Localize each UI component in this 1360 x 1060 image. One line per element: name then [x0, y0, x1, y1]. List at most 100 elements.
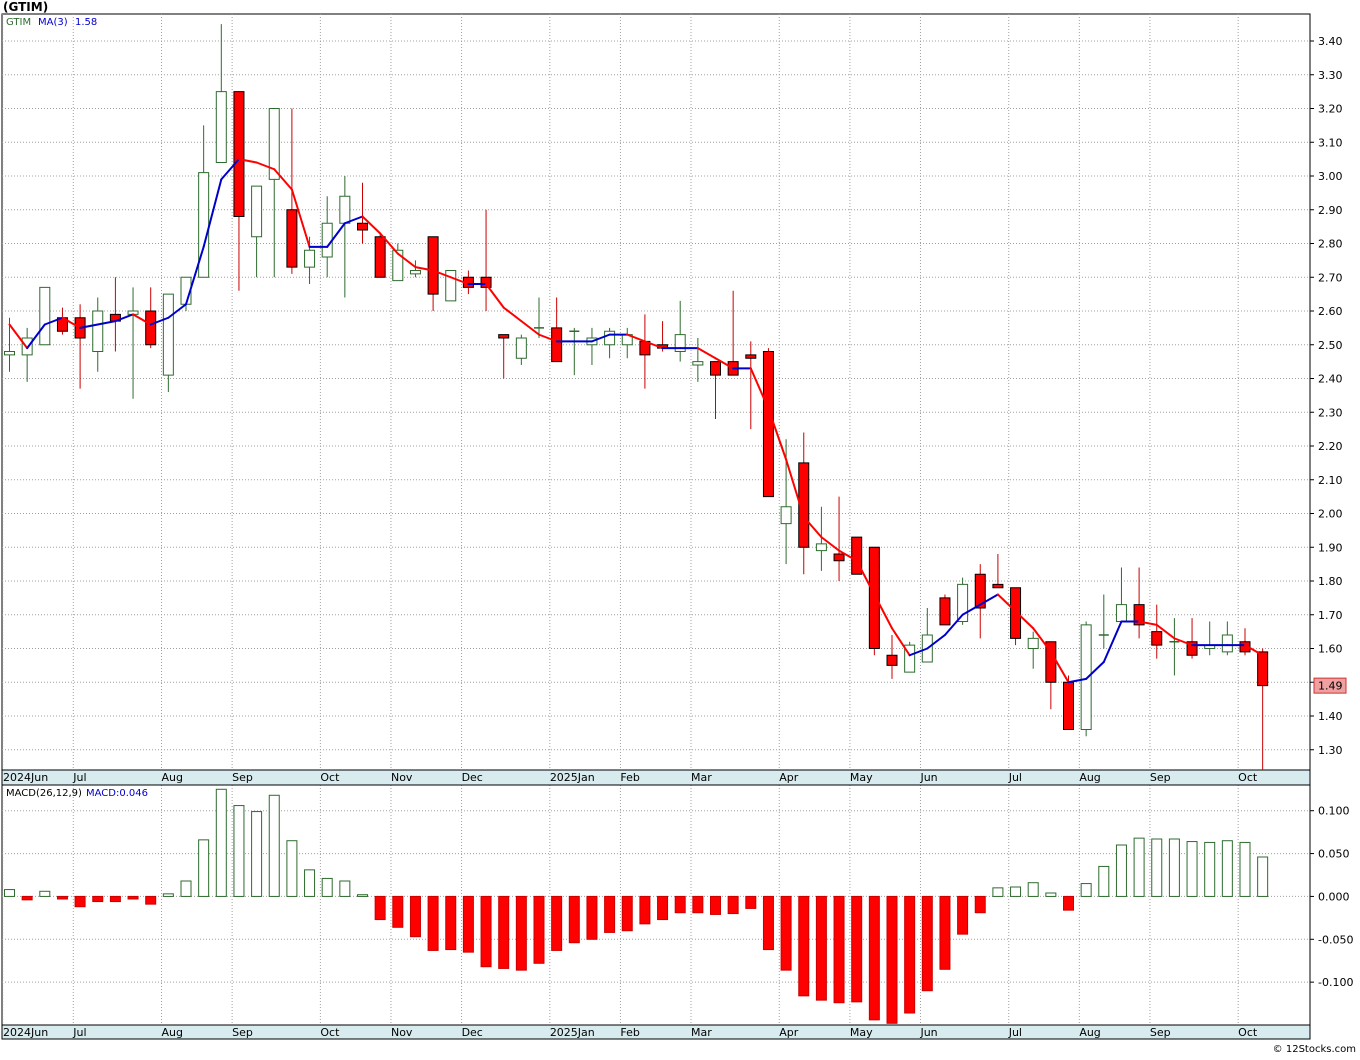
candle: [1133, 567, 1145, 639]
price-tick-label: 1.30: [1318, 744, 1343, 757]
candle-body: [604, 330, 616, 346]
month-label: Jun: [919, 771, 937, 784]
macd-bar: [374, 895, 386, 921]
ma-segment: [520, 320, 540, 336]
ma-segment: [185, 245, 205, 306]
price-tick-label: 2.60: [1318, 305, 1343, 318]
candle: [215, 24, 227, 163]
ma-segment: [1067, 677, 1088, 684]
candle: [957, 577, 969, 625]
candle-body: [4, 351, 15, 356]
candle-body: [251, 185, 263, 238]
price-tick-label: 1.80: [1318, 575, 1343, 588]
macd-bar: [92, 895, 104, 903]
macd-bar: [886, 895, 898, 1024]
macd-bars: [4, 788, 1269, 1024]
price-tick-label: 3.20: [1318, 103, 1343, 116]
ma-segment: [1102, 620, 1123, 663]
candle: [851, 536, 863, 575]
date-axis-band-top: [1, 769, 1311, 786]
candle: [710, 361, 721, 419]
candle-body: [745, 354, 757, 359]
candle-body: [145, 310, 157, 346]
macd-bar: [1010, 886, 1022, 897]
macd-bar: [604, 895, 616, 933]
month-label: 2024Jun: [3, 1026, 48, 1039]
macd-bar: [974, 895, 986, 914]
macd-bar: [409, 895, 421, 938]
month-label: Jul: [72, 771, 86, 784]
macd-bar: [568, 895, 580, 944]
candle: [1151, 604, 1163, 659]
candle-body: [445, 270, 457, 302]
candle-body: [692, 361, 704, 366]
ma-segment: [79, 323, 99, 329]
last-price-tag: 1.49: [1313, 677, 1347, 694]
legend-ma-value: 1.58: [75, 17, 97, 28]
macd-bar: [851, 895, 863, 1003]
candle: [409, 260, 421, 278]
macd-bar: [304, 869, 316, 897]
candle: [904, 641, 916, 673]
month-label: 2025Jan: [550, 771, 595, 784]
ma-segment: [220, 158, 240, 181]
candle: [604, 327, 616, 359]
candle: [868, 546, 880, 656]
ma-segment: [485, 283, 505, 309]
macd-bar: [533, 895, 545, 964]
macd-bar: [1098, 865, 1110, 897]
candle-body: [1151, 631, 1163, 646]
macd-value: MACD:0.046: [86, 788, 148, 799]
candle: [268, 108, 280, 278]
month-label: Nov: [391, 771, 413, 784]
candle: [4, 317, 15, 372]
candle-body: [957, 583, 969, 622]
candle: [1027, 631, 1039, 669]
ma-segment: [96, 320, 117, 326]
candle-body: [480, 276, 492, 288]
macd-bar: [1204, 841, 1216, 897]
ma-segment: [696, 347, 717, 360]
candle-body: [886, 654, 898, 666]
macd-bar: [957, 895, 969, 935]
candle: [498, 334, 510, 379]
macd-tick-label: 0.000: [1318, 890, 1350, 903]
price-tick-label: 2.90: [1318, 204, 1343, 217]
macd-bar: [868, 895, 880, 1021]
price-tick-label: 3.30: [1318, 69, 1343, 82]
candle: [745, 341, 757, 430]
macd-bar: [515, 895, 527, 971]
ma-segment: [1032, 627, 1052, 653]
month-label: Nov: [391, 1026, 413, 1039]
price-tick-label: 1.70: [1318, 609, 1343, 622]
legend-symbol: GTIM: [6, 17, 31, 28]
macd-tick-label: 0.100: [1318, 805, 1350, 818]
ma-segment: [767, 407, 788, 461]
ma-segment: [1014, 610, 1035, 630]
price-tick-label: 2.10: [1318, 474, 1343, 487]
ma-segment: [590, 333, 611, 343]
price-grid: [2, 14, 1310, 770]
price-tick-label: 2.20: [1318, 440, 1343, 453]
candle-body: [798, 462, 810, 548]
candle-body: [162, 293, 174, 376]
ma-line: [8, 158, 1264, 684]
month-label: Oct: [320, 771, 340, 784]
candle: [798, 432, 810, 575]
footer-copyright: © 12Stocks.com: [1273, 1044, 1356, 1055]
macd-bar: [321, 877, 333, 897]
price-tick-label: 2.40: [1318, 373, 1343, 386]
ma-segment: [149, 316, 170, 326]
candle-body: [762, 351, 774, 498]
price-tick-label: 1.90: [1318, 541, 1343, 554]
ma-segment: [838, 549, 858, 562]
month-label: Sep: [232, 771, 253, 784]
price-tick-label: 2.30: [1318, 406, 1343, 419]
month-labels-top: 2024Jun Jul Aug Sep Oct Nov Dec 2025Jan Feb Mar Ap…: [3, 771, 1258, 784]
last-price-value: 1.49: [1318, 680, 1343, 693]
candle-body: [1080, 624, 1092, 730]
macd-bar: [745, 895, 757, 909]
month-label: Apr: [779, 1026, 799, 1039]
candle: [21, 327, 33, 382]
candle: [886, 635, 898, 679]
